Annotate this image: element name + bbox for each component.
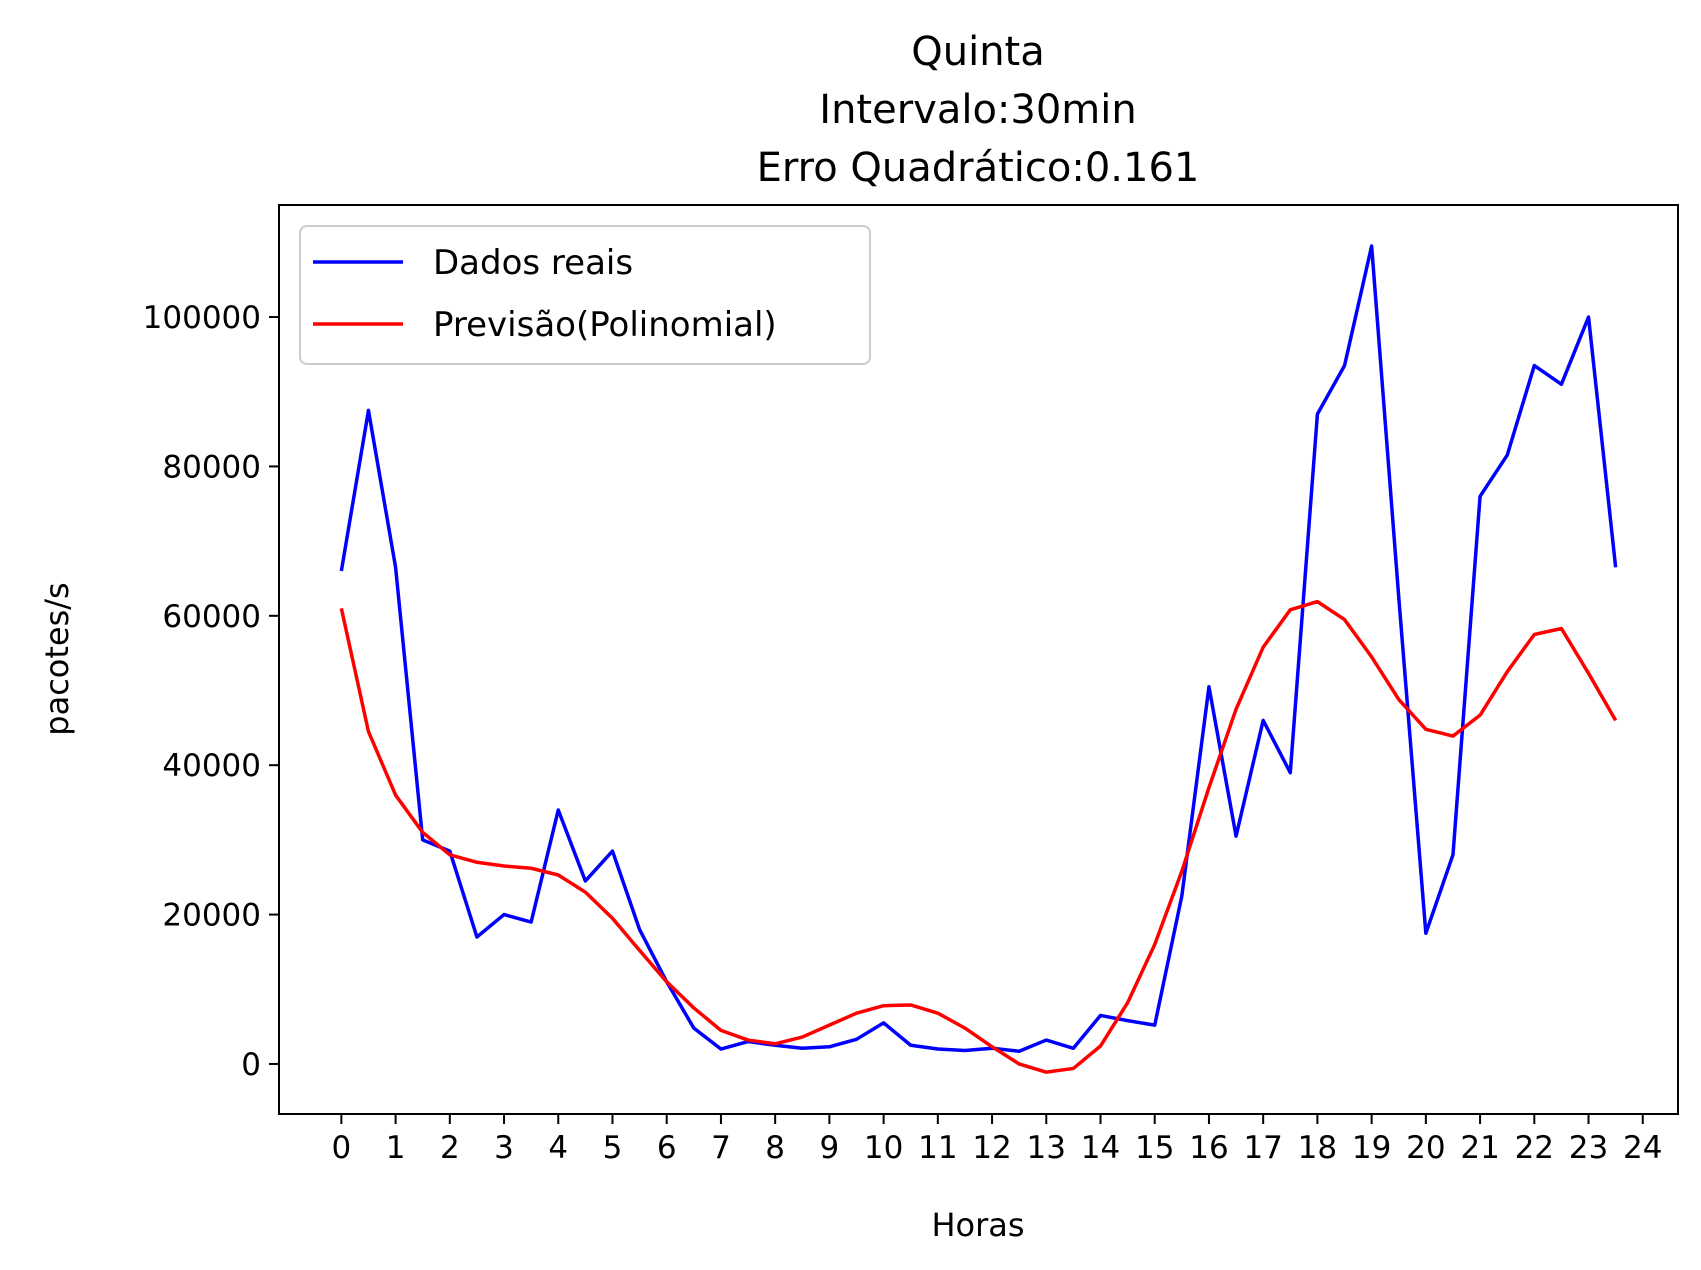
x-tick-label: 6 bbox=[657, 1130, 677, 1166]
x-tick-label: 17 bbox=[1243, 1130, 1282, 1166]
x-tick-label: 7 bbox=[711, 1130, 731, 1166]
x-tick-label: 8 bbox=[765, 1130, 785, 1166]
x-tick-label: 9 bbox=[820, 1130, 840, 1166]
x-tick-label: 19 bbox=[1352, 1130, 1391, 1166]
legend-label-previsao: Previsão(Polinomial) bbox=[433, 305, 777, 345]
legend-label-dados-reais: Dados reais bbox=[433, 243, 633, 283]
x-tick-label: 10 bbox=[864, 1130, 903, 1166]
chart-title-line-3: Erro Quadrático:0.161 bbox=[757, 145, 1200, 191]
y-axis-label: pacotes/s bbox=[38, 582, 76, 735]
x-tick-label: 4 bbox=[548, 1130, 568, 1166]
x-tick-label: 18 bbox=[1298, 1130, 1337, 1166]
plot-series bbox=[339, 244, 1618, 1074]
x-tick-label: 0 bbox=[331, 1130, 351, 1166]
series-line-previsao-polinomial bbox=[339, 599, 1618, 1074]
x-tick-label: 11 bbox=[918, 1130, 957, 1166]
x-tick-label: 20 bbox=[1406, 1130, 1445, 1166]
chart-title-line-2: Intervalo:30min bbox=[819, 87, 1136, 133]
chart-title-line-1: Quinta bbox=[911, 29, 1045, 75]
y-tick-label: 60000 bbox=[162, 599, 261, 635]
y-tick-label: 20000 bbox=[162, 898, 261, 934]
y-tick-label: 100000 bbox=[143, 300, 261, 336]
plot-frame bbox=[278, 204, 1679, 1115]
x-tick-label: 24 bbox=[1623, 1130, 1662, 1166]
x-tick-label: 23 bbox=[1569, 1130, 1608, 1166]
x-tick-label: 12 bbox=[972, 1130, 1011, 1166]
x-tick-label: 2 bbox=[440, 1130, 460, 1166]
x-tick-label: 1 bbox=[386, 1130, 406, 1166]
x-tick-label: 13 bbox=[1027, 1130, 1066, 1166]
y-tick-label: 80000 bbox=[162, 449, 261, 485]
x-tick-label: 15 bbox=[1135, 1130, 1174, 1166]
legend: Dados reais Previsão(Polinomial) bbox=[299, 225, 871, 365]
series-line-dados-reais bbox=[339, 244, 1618, 1054]
x-tick-label: 16 bbox=[1189, 1130, 1228, 1166]
chart-title: Quinta Intervalo:30min Erro Quadrático:0… bbox=[757, 29, 1200, 191]
x-axis-ticks: 0 1 2 3 4 5 6 7 8 9 10 11 12 13 14 15 16 17 18 19 20 21 22 23 24 bbox=[331, 1114, 1662, 1166]
legend-box bbox=[299, 225, 871, 365]
x-tick-label: 5 bbox=[603, 1130, 623, 1166]
y-tick-label: 40000 bbox=[162, 748, 261, 784]
y-axis-ticks: 0 20000 40000 60000 80000 100000 bbox=[143, 300, 279, 1083]
x-tick-label: 21 bbox=[1460, 1130, 1499, 1166]
y-tick-label: 0 bbox=[241, 1047, 261, 1083]
x-tick-label: 14 bbox=[1081, 1130, 1120, 1166]
x-tick-label: 3 bbox=[494, 1130, 514, 1166]
x-tick-label: 22 bbox=[1515, 1130, 1554, 1166]
x-axis-label: Horas bbox=[931, 1206, 1024, 1244]
